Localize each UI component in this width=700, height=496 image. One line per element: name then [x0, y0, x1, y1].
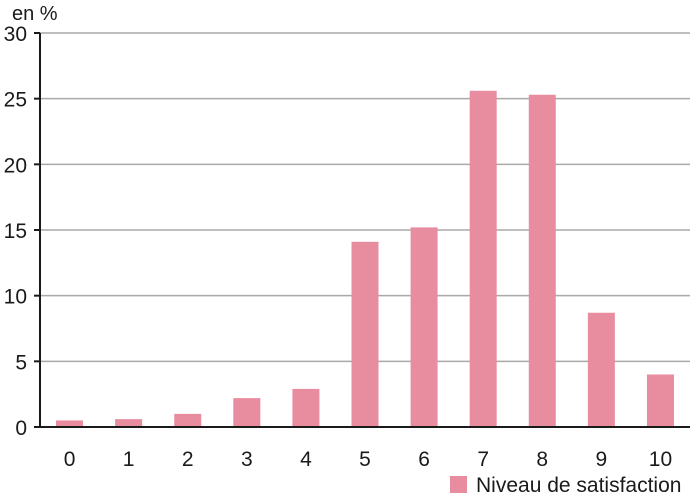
y-tick-label: 30 — [4, 23, 27, 46]
bar — [174, 413, 202, 427]
bars — [56, 90, 674, 427]
x-tick-label: 6 — [418, 448, 430, 471]
bar — [528, 94, 556, 427]
y-tick-labels: 0 5 10 15 20 25 30 — [4, 23, 27, 440]
y-axis-title: en % — [12, 3, 58, 25]
bar — [410, 227, 438, 427]
axes — [34, 32, 690, 428]
x-tick-label: 10 — [649, 448, 672, 471]
x-tick-label: 3 — [241, 448, 253, 471]
x-tick-label: 4 — [300, 448, 312, 471]
x-tick-label: 8 — [536, 448, 548, 471]
y-tick-label: 0 — [15, 417, 27, 440]
bar — [115, 419, 143, 427]
bar — [292, 388, 320, 427]
bar — [351, 241, 379, 427]
bar — [587, 312, 615, 427]
y-tick-label: 15 — [4, 220, 27, 243]
bar — [233, 398, 261, 427]
y-tick-label: 20 — [4, 154, 27, 177]
x-tick-label: 7 — [477, 448, 489, 471]
legend: Niveau de satisfaction — [450, 474, 681, 496]
legend-swatch — [450, 476, 467, 493]
x-tick-label: 1 — [123, 448, 135, 471]
x-tick-label: 2 — [182, 448, 194, 471]
x-tick-label: 0 — [64, 448, 76, 471]
y-tick-label: 25 — [4, 89, 27, 112]
y-tick-label: 5 — [15, 351, 27, 374]
x-tick-label: 9 — [596, 448, 608, 471]
gridlines — [40, 32, 690, 363]
legend-label: Niveau de satisfaction — [476, 474, 681, 496]
x-tick-labels: 0 1 2 3 4 5 6 7 8 9 10 — [64, 448, 672, 471]
bar — [646, 374, 674, 427]
x-tick-label: 5 — [359, 448, 371, 471]
bar — [469, 90, 497, 427]
bar — [56, 420, 84, 427]
y-tick-label: 10 — [4, 286, 27, 309]
